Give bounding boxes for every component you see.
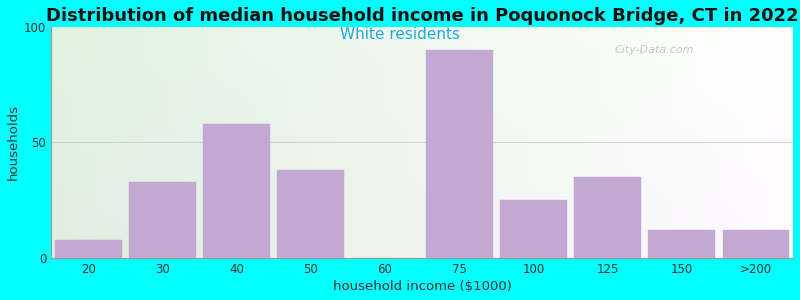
Bar bbox=[278, 170, 344, 258]
Text: White residents: White residents bbox=[340, 27, 460, 42]
Bar bbox=[648, 230, 715, 258]
Bar bbox=[129, 182, 196, 258]
Bar bbox=[55, 239, 122, 258]
Bar bbox=[426, 50, 493, 258]
Bar bbox=[574, 177, 641, 258]
Text: City-Data.com: City-Data.com bbox=[615, 45, 694, 55]
Bar bbox=[203, 124, 270, 258]
Bar bbox=[722, 230, 790, 258]
X-axis label: household income ($1000): household income ($1000) bbox=[333, 280, 511, 293]
Title: Distribution of median household income in Poquonock Bridge, CT in 2022: Distribution of median household income … bbox=[46, 7, 798, 25]
Bar bbox=[500, 200, 566, 258]
Y-axis label: households: households bbox=[7, 104, 20, 180]
